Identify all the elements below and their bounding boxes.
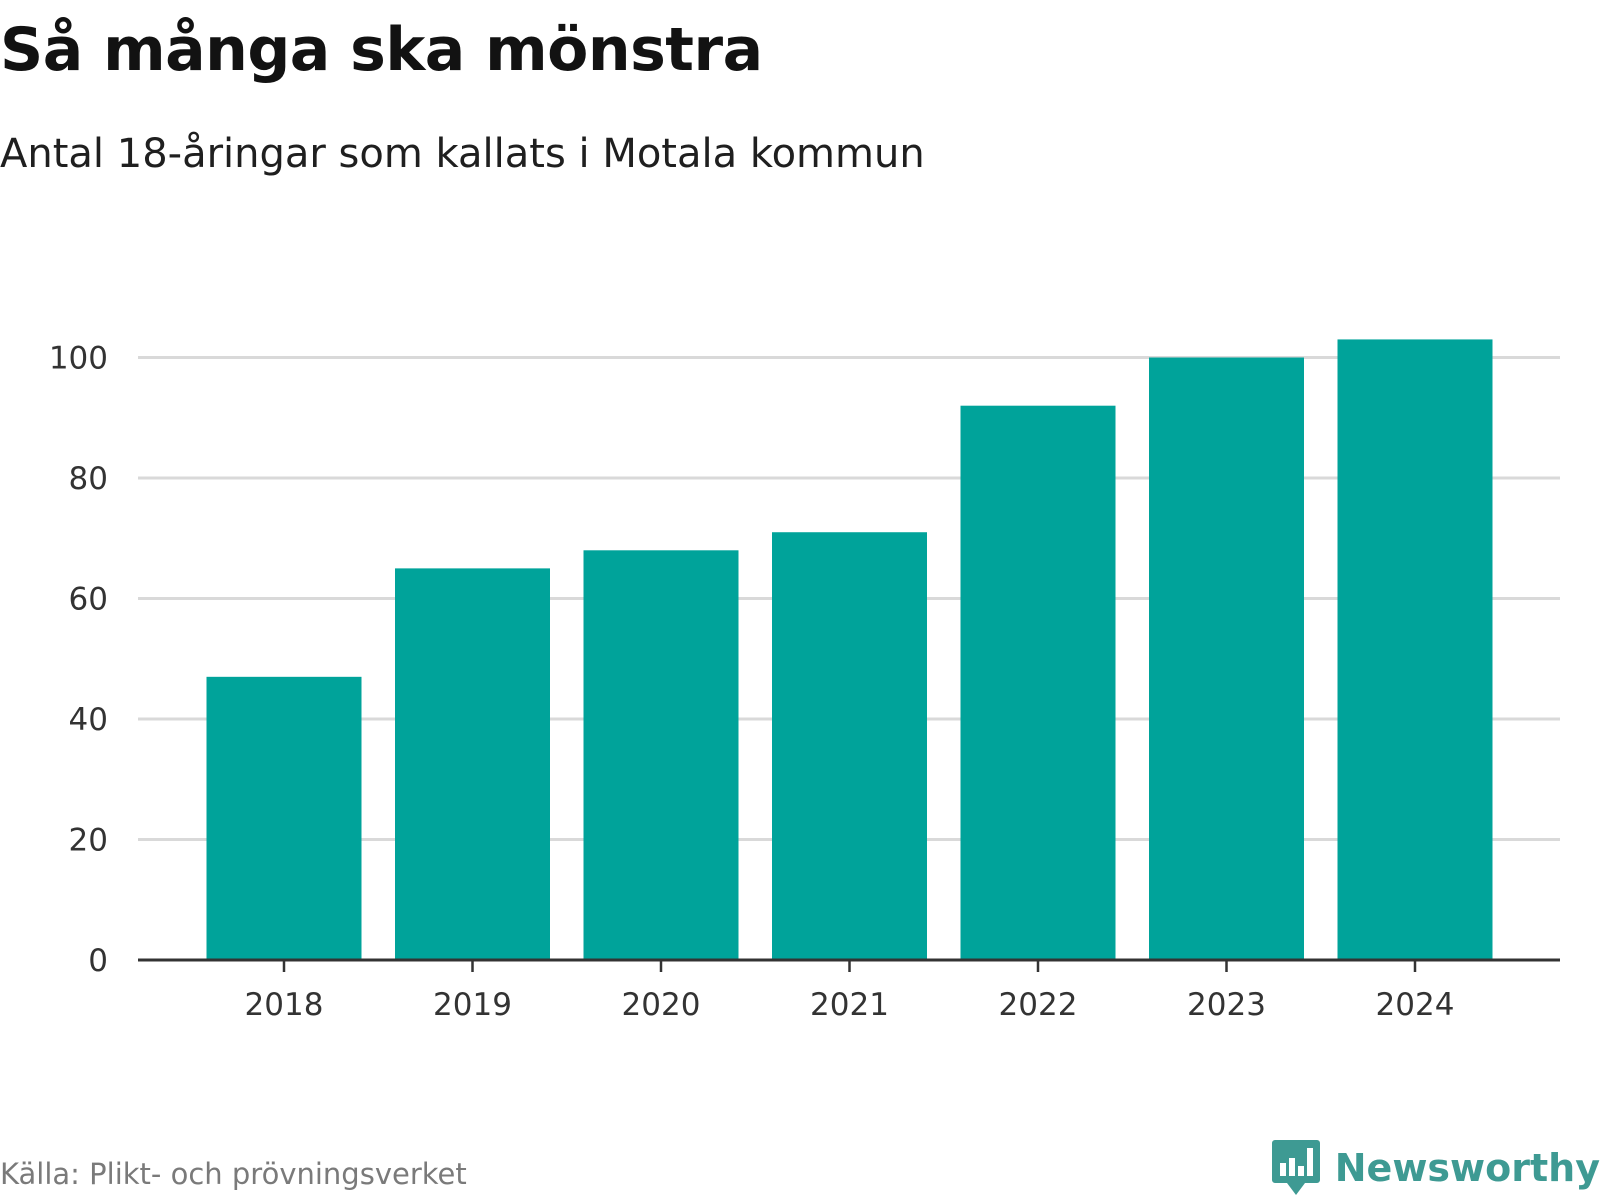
chart-title: Så många ska mönstra	[0, 15, 763, 85]
x-tick-label: 2023	[1187, 987, 1266, 1023]
x-tick-label: 2024	[1376, 987, 1455, 1023]
bar-2023	[1149, 357, 1304, 960]
bar-2021	[772, 532, 927, 960]
y-tick-label: 100	[49, 341, 108, 377]
x-tick-label: 2021	[810, 987, 889, 1023]
bars	[206, 339, 1493, 960]
chat-bar-chart-icon	[1271, 1140, 1320, 1195]
chart-subtitle: Antal 18-åringar som kallats i Motala ko…	[0, 131, 925, 177]
y-tick-label: 80	[69, 461, 108, 497]
x-axis-labels: 2018 2019 2020 2021 2022 2023 2024	[245, 987, 1455, 1023]
y-tick-label: 20	[69, 823, 108, 859]
bar-2018	[206, 676, 362, 960]
x-tick-label: 2018	[245, 987, 324, 1023]
y-tick-label: 40	[69, 702, 108, 738]
brand-logo: Newsworthy	[1271, 1138, 1600, 1198]
source-note: Källa: Plikt- och prövningsverket	[0, 1157, 467, 1191]
bar-2020	[583, 550, 739, 960]
y-tick-label: 0	[88, 943, 108, 979]
x-tick-label: 2022	[999, 987, 1078, 1023]
y-axis-labels: 0 20 40 60 80 100	[49, 341, 108, 980]
bar-2022	[960, 405, 1116, 960]
brand-name: Newsworthy	[1334, 1146, 1600, 1190]
x-tick-label: 2020	[622, 987, 701, 1023]
bar-2019	[395, 568, 550, 960]
x-tick-label: 2019	[433, 987, 512, 1023]
y-tick-label: 60	[69, 582, 108, 618]
bar-2024	[1337, 339, 1493, 960]
x-axis	[138, 958, 1560, 972]
